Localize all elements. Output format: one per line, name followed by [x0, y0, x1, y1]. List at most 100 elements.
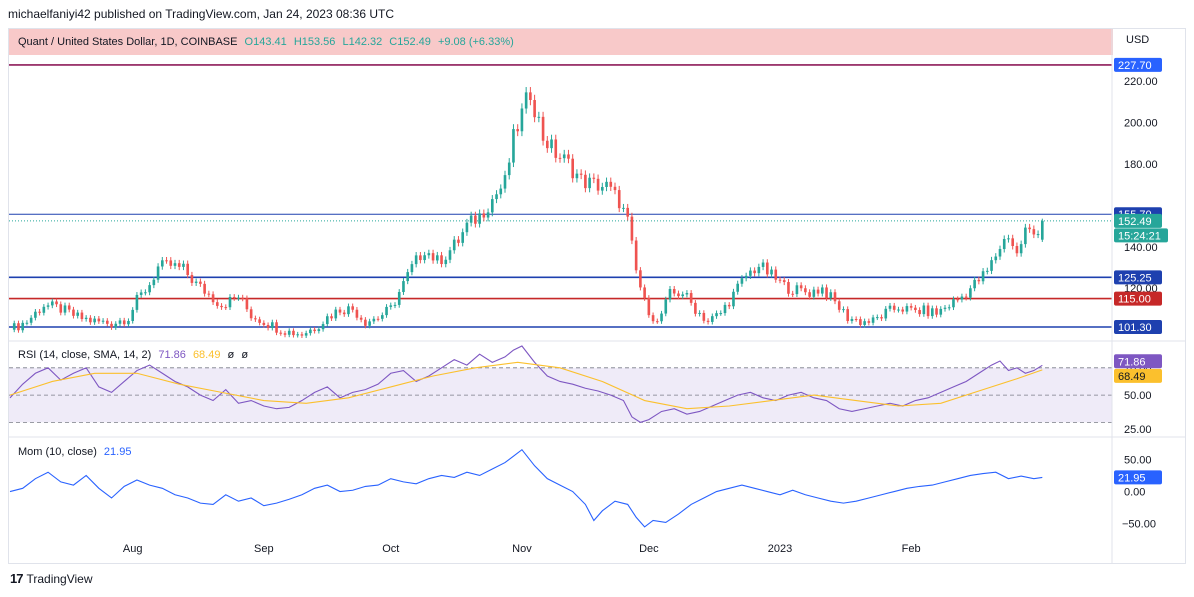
candle-body [977, 279, 981, 282]
candle-body [105, 320, 109, 324]
candle-body [59, 304, 63, 313]
candle-body [622, 207, 625, 209]
mom-tick-label: 0.00 [1124, 487, 1145, 499]
candle-body [139, 292, 143, 295]
candle-body [634, 240, 638, 271]
tradingview-footer[interactable]: 17 TradingView [10, 571, 93, 586]
candle-body [275, 322, 278, 333]
candle-body [973, 279, 976, 289]
candle-body [211, 294, 215, 303]
candle-body [194, 281, 198, 283]
candle-body [935, 308, 938, 315]
candle-body [524, 92, 528, 109]
candle-body [605, 181, 608, 187]
candle-body [313, 329, 316, 332]
candle-body [744, 275, 748, 279]
candle-body [588, 177, 591, 189]
candle-body [672, 289, 676, 294]
candle-body [355, 309, 359, 318]
tradingview-logo-icon: 17 [10, 571, 24, 586]
candle-body [393, 304, 397, 306]
candle-body [135, 294, 139, 310]
candle-body [338, 309, 342, 313]
candle-body [888, 305, 892, 309]
candle-body [478, 213, 481, 224]
candle-body [871, 317, 875, 323]
candle-body [258, 319, 261, 323]
price-tag-label: 15:24:21 [1118, 230, 1161, 242]
candle-body [584, 174, 587, 189]
candle-body [677, 293, 680, 297]
candle-body [93, 318, 96, 323]
candle-body [825, 287, 828, 299]
candle-body [118, 320, 122, 324]
candle-body [1040, 220, 1044, 240]
candle-body [795, 285, 799, 295]
axis-labels: Aug Sep Oct Nov Dec 2023 Feb 220.00 200.00 180.00… [9, 29, 1186, 563]
candle-body [930, 308, 934, 317]
candle-body [571, 158, 575, 179]
candle-body [740, 278, 744, 284]
mom-value: 21.95 [103, 446, 132, 458]
candle-body [309, 329, 312, 334]
mom-tick-label: 50.00 [1124, 454, 1152, 466]
candle-body [427, 253, 431, 256]
candle-body [152, 279, 156, 286]
rsi-extra-2: ø [241, 349, 249, 361]
candle-body [80, 312, 84, 320]
candle-body [512, 129, 515, 163]
candle-body [220, 305, 223, 308]
publisher-attribution: michaelfaniyi42 published on TradingView… [8, 7, 395, 21]
candle-body [1032, 229, 1036, 235]
candle-body [820, 287, 824, 294]
candle-body [385, 306, 388, 316]
candle-body [732, 291, 735, 307]
candle-body [723, 304, 727, 314]
price-tick-label: 180.00 [1124, 159, 1158, 171]
candle-body [609, 181, 613, 187]
rsi-title[interactable]: RSI (14, close, SMA, 14, 2) [18, 349, 152, 361]
symbol-label[interactable]: Quant / United States Dollar, 1D, COINBA… [18, 36, 238, 48]
candle-body [863, 321, 866, 325]
candle-body [592, 177, 596, 179]
candle-body [655, 321, 659, 323]
candle-body [837, 301, 841, 310]
candle-body [110, 323, 113, 328]
candle-body [465, 222, 469, 233]
candle-body [46, 305, 50, 307]
candle-body [1011, 238, 1015, 247]
candle-body [1019, 244, 1023, 254]
candle-body [545, 140, 549, 149]
x-tick-label: Nov [512, 543, 532, 555]
candle-body [177, 263, 181, 267]
candle-body [867, 321, 871, 323]
mom-title[interactable]: Mom (10, close) [18, 446, 97, 458]
candle-body [854, 319, 858, 321]
candle-body [579, 173, 583, 175]
candle-body [842, 309, 845, 311]
candle-body [1024, 227, 1027, 245]
candle-body [364, 319, 367, 326]
candle-body [325, 316, 329, 325]
candle-body [419, 255, 422, 261]
price-tag-label: 101.30 [1118, 322, 1152, 334]
candle-body [114, 323, 118, 328]
candle-body [241, 297, 245, 299]
candle-body [626, 207, 630, 217]
x-tick-label: Aug [123, 543, 143, 555]
candle-body [160, 260, 164, 267]
candle-body [909, 306, 913, 308]
candle-body [875, 317, 879, 319]
candle-body [765, 262, 769, 275]
candle-body [29, 317, 33, 323]
candle-body [215, 302, 219, 306]
candle-body [947, 307, 951, 309]
candle-body [685, 293, 689, 295]
candle-body [901, 309, 905, 312]
candle-body [50, 301, 54, 306]
candle-body [182, 263, 185, 267]
candle-body [694, 302, 697, 314]
candle-body [203, 283, 206, 294]
candle-body [1007, 238, 1010, 240]
candle-body [846, 309, 850, 322]
